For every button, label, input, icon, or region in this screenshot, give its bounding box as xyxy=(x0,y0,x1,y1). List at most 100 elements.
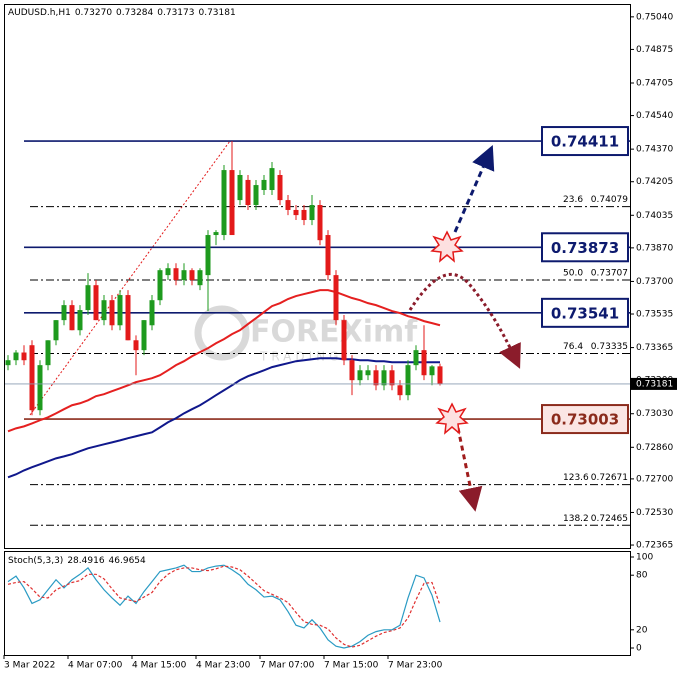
y-tick-label: 20 xyxy=(636,625,648,635)
y-tick-label: 0.72365 xyxy=(636,541,673,551)
candle-body xyxy=(237,175,243,201)
fib-value: 0.72465 xyxy=(591,514,628,524)
fib-value: 0.74079 xyxy=(591,195,628,205)
fib-anchor xyxy=(29,140,231,416)
candle-body xyxy=(261,179,267,191)
candle-body xyxy=(325,235,331,276)
level-box xyxy=(541,232,629,263)
candle-body xyxy=(341,320,347,361)
candle-body xyxy=(365,370,371,376)
candle-body xyxy=(373,370,379,386)
candle-body xyxy=(133,340,139,351)
y-tick-label: 0.72530 xyxy=(636,508,673,518)
candle-body xyxy=(189,270,195,281)
stoch-frame xyxy=(4,551,631,656)
stoch-line xyxy=(7,565,441,648)
candle-body xyxy=(317,205,323,241)
candle-body xyxy=(61,305,67,321)
candle-body xyxy=(213,232,219,236)
candle-body xyxy=(45,340,51,366)
fib-value: 0.73707 xyxy=(591,269,628,279)
x-tick-label: 3 Mar 2022 xyxy=(4,661,55,671)
candle-body xyxy=(37,365,43,411)
candle-body xyxy=(93,285,99,321)
candle-body xyxy=(301,209,307,221)
candle-body xyxy=(109,300,115,326)
candle-body xyxy=(309,205,315,221)
stoch-name: Stoch(5,3,3) xyxy=(8,556,63,566)
candle-body xyxy=(221,170,227,236)
fib-ratio: 23.6 xyxy=(563,195,583,205)
y-tick-label: 0.73870 xyxy=(636,243,673,253)
candle-body xyxy=(29,345,35,411)
candle-body xyxy=(277,175,283,201)
y-tick-label: 0.73030 xyxy=(636,409,673,419)
candle-body xyxy=(269,168,275,191)
candle-body xyxy=(229,170,235,236)
candle-body xyxy=(405,365,411,396)
level-box xyxy=(541,297,629,328)
burst-icon xyxy=(435,402,469,435)
price-tag-label: 0.73181 xyxy=(636,379,673,389)
candle-body xyxy=(349,360,355,381)
fib-value: 0.72671 xyxy=(591,473,628,483)
level-label: 0.74411 xyxy=(551,133,619,151)
x-tick-label: 7 Mar 15:00 xyxy=(324,661,379,671)
candle-body xyxy=(149,300,155,326)
y-tick-label: 0.74705 xyxy=(636,78,673,88)
candle-body xyxy=(381,370,387,386)
watermark-text: FOREXimf xyxy=(250,315,418,350)
candle-body xyxy=(389,370,395,386)
y-tick-label: 0.74875 xyxy=(636,45,673,55)
candle-body xyxy=(413,350,419,366)
candle-body xyxy=(157,270,163,301)
candle-body xyxy=(333,275,339,321)
y-tick-label: 0.73365 xyxy=(636,343,673,353)
arrow-up xyxy=(453,144,495,233)
level-box xyxy=(541,126,629,157)
candle-body xyxy=(141,320,147,351)
y-tick-label: 0.74370 xyxy=(636,145,673,155)
candle-body xyxy=(285,200,291,210)
arrow-down xyxy=(456,427,483,512)
fib-ratio: 76.4 xyxy=(563,342,583,352)
price-tag xyxy=(631,377,677,390)
candle-body xyxy=(245,179,251,206)
watermark-logo xyxy=(194,305,250,361)
candle-body xyxy=(205,235,211,276)
stoch-line xyxy=(7,564,441,649)
candle-body xyxy=(13,352,19,361)
header-price: 0.73270 xyxy=(75,8,112,18)
level-label: 0.73003 xyxy=(551,411,619,429)
y-tick-label: 100 xyxy=(636,553,653,563)
y-tick-label: 0.74035 xyxy=(636,211,673,221)
candle-body xyxy=(53,320,59,341)
candle-body xyxy=(125,295,131,341)
y-tick-label: 0.74540 xyxy=(636,111,673,121)
level-box xyxy=(541,404,629,435)
watermark: FOREXimf TRADING xyxy=(194,305,418,364)
candle-body xyxy=(85,285,91,311)
x-tick-label: 7 Mar 23:00 xyxy=(388,661,443,671)
candle-body xyxy=(181,270,187,281)
candle-body xyxy=(421,350,427,376)
fib-ratio: 138.2 xyxy=(563,514,589,524)
candle-body xyxy=(117,295,123,326)
level-label: 0.73873 xyxy=(551,239,619,257)
header: AUDUSD.h,H1 0.73270 0.73284 0.73173 0.73181 xyxy=(8,8,236,18)
candle-body xyxy=(437,366,443,384)
candle-body xyxy=(173,268,179,281)
stoch-value: 46.9654 xyxy=(109,556,146,566)
y-tick-label: 0.75040 xyxy=(636,12,673,22)
candle-body xyxy=(253,185,259,206)
candle-body xyxy=(165,268,171,276)
y-tick-label: 0 xyxy=(636,644,642,654)
arrow-curve xyxy=(408,273,521,369)
burst-icon xyxy=(430,230,464,263)
candle-body xyxy=(77,310,83,331)
watermark-subtext: TRADING xyxy=(259,350,342,364)
candle-body xyxy=(101,300,107,321)
y-tick-label: 0.73700 xyxy=(636,277,673,287)
